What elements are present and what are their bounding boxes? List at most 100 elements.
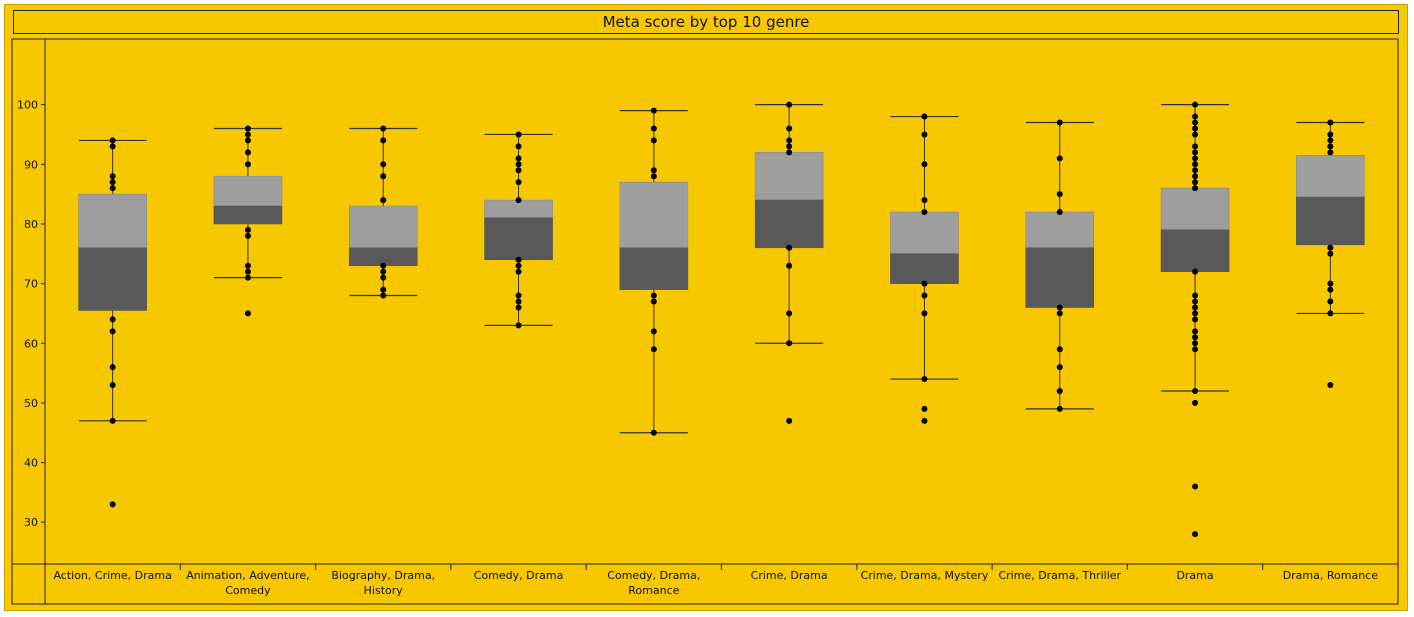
box-upper: [78, 193, 147, 249]
data-point: [1327, 250, 1334, 257]
data-point: [1192, 304, 1199, 311]
data-point: [1192, 161, 1199, 168]
y-tick-label: 40: [24, 457, 38, 470]
y-tick-label: 100: [17, 99, 38, 112]
data-point: [921, 131, 928, 138]
data-point: [515, 262, 522, 269]
x-category-label: Animation, Adventure, Comedy: [186, 569, 309, 597]
x-category-label: Drama, Romance: [1283, 569, 1379, 582]
data-point: [515, 268, 522, 275]
x-category-label: Comedy, Drama, Romance: [607, 569, 700, 597]
data-point: [921, 417, 928, 424]
y-tick-label: 50: [24, 397, 38, 410]
data-point: [244, 232, 251, 239]
data-point: [515, 256, 522, 263]
data-point: [1056, 387, 1063, 394]
data-point: [109, 185, 116, 192]
data-point: [1327, 149, 1334, 156]
box-upper: [348, 205, 418, 249]
data-point: [380, 286, 387, 293]
x-category-label-line: History: [364, 584, 404, 597]
data-point: [786, 149, 793, 156]
x-category-label-line: Crime, Drama, Thriller: [998, 569, 1121, 582]
x-category-label-line: Animation, Adventure,: [186, 569, 309, 582]
data-point: [1192, 292, 1199, 299]
data-point: [244, 137, 251, 144]
y-tick-label: 60: [24, 337, 38, 350]
data-point: [650, 125, 657, 132]
data-point: [1192, 101, 1199, 108]
y-tick-label: 30: [24, 516, 38, 529]
data-point: [650, 292, 657, 299]
data-point: [515, 167, 522, 174]
x-category-label: Crime, Drama, Mystery: [861, 569, 989, 582]
data-point: [1192, 531, 1199, 538]
data-point: [1192, 316, 1199, 323]
data-point: [786, 417, 793, 424]
data-point: [1056, 364, 1063, 371]
chart-title: Meta score by top 10 genre: [13, 10, 1399, 34]
data-point: [1327, 286, 1334, 293]
data-point: [1056, 405, 1063, 412]
x-category-label: Crime, Drama: [751, 569, 828, 582]
data-point: [1192, 149, 1199, 156]
data-point: [786, 310, 793, 317]
data-point: [380, 161, 387, 168]
data-point: [515, 143, 522, 150]
data-point: [1056, 191, 1063, 198]
data-point: [1192, 483, 1199, 490]
data-point: [1192, 399, 1199, 406]
data-point: [1056, 346, 1063, 353]
data-point: [1056, 155, 1063, 162]
data-point: [1192, 113, 1199, 120]
data-point: [244, 262, 251, 269]
data-point: [1192, 340, 1199, 347]
box-lower: [1025, 247, 1095, 308]
box-upper: [213, 175, 283, 207]
data-point: [109, 143, 116, 150]
data-point: [1192, 167, 1199, 174]
data-point: [786, 137, 793, 144]
data-point: [244, 125, 251, 132]
data-point: [1192, 173, 1199, 180]
box-upper: [1025, 211, 1095, 249]
data-point: [921, 405, 928, 412]
data-point: [1327, 382, 1334, 389]
data-point: [1327, 143, 1334, 150]
data-point: [380, 197, 387, 204]
box-lower: [484, 217, 553, 261]
x-category-label-line: Comedy: [225, 584, 271, 597]
data-point: [515, 298, 522, 305]
x-category-label-line: Drama, Romance: [1283, 569, 1379, 582]
box-lower: [213, 205, 283, 225]
data-point: [650, 173, 657, 180]
data-point: [921, 310, 928, 317]
data-point: [515, 155, 522, 162]
data-point: [1327, 298, 1334, 305]
data-point: [109, 328, 116, 335]
data-point: [380, 262, 387, 269]
data-point: [921, 292, 928, 299]
x-category-label-line: Crime, Drama, Mystery: [861, 569, 989, 582]
data-point: [786, 340, 793, 347]
data-point: [786, 125, 793, 132]
data-point: [1056, 310, 1063, 317]
data-point: [244, 131, 251, 138]
data-point: [921, 376, 928, 383]
data-point: [921, 161, 928, 168]
data-point: [1056, 209, 1063, 216]
box-lower: [890, 253, 959, 284]
data-point: [1327, 244, 1334, 251]
data-point: [1327, 280, 1334, 287]
data-point: [1192, 328, 1199, 335]
x-category-label: Biography, Drama, History: [331, 569, 435, 597]
data-point: [1192, 387, 1199, 394]
data-point: [244, 149, 251, 156]
data-point: [244, 274, 251, 281]
data-point: [380, 268, 387, 275]
data-point: [515, 179, 522, 186]
data-point: [244, 310, 251, 317]
data-point: [244, 161, 251, 168]
data-point: [650, 328, 657, 335]
